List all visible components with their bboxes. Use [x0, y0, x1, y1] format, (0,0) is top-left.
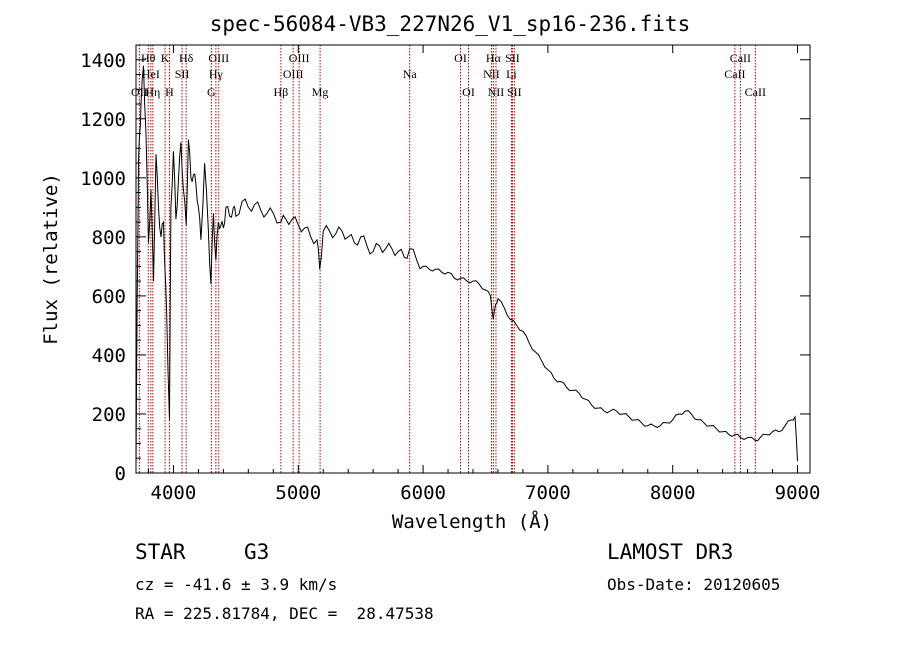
- line-label-12: OIII: [289, 51, 310, 65]
- object-subclass: G3: [244, 540, 270, 564]
- line-label-14: Mg: [312, 85, 329, 99]
- y-tick-label-4: 800: [92, 227, 126, 249]
- line-label-13: OIII: [283, 67, 304, 81]
- observation-date: Obs-Date: 20120605: [607, 575, 781, 594]
- y-tick-label-7: 1400: [80, 50, 126, 72]
- chart-title: spec-56084-VB3_227N26_V1_sp16-236.fits: [209, 12, 691, 36]
- line-label-1: Hθ: [141, 51, 156, 65]
- x-tick-label-0: 4000: [151, 482, 197, 504]
- line-label-22: NII: [488, 85, 505, 99]
- line-label-16: OI: [454, 51, 467, 65]
- line-label-11: Hβ: [274, 85, 289, 99]
- line-label-26: CaII: [745, 85, 766, 99]
- y-axis-label: Flux (relative): [40, 173, 62, 345]
- object-class: STAR: [135, 540, 186, 564]
- x-axis-ticks: 4000 5000 6000 7000 8000 9000: [147, 45, 821, 504]
- spectral-line-markers: [138, 45, 756, 473]
- line-label-7: Hδ: [179, 51, 194, 65]
- line-label-8: OIII: [208, 51, 229, 65]
- line-label-18: Hα: [486, 51, 502, 65]
- line-label-4: K: [161, 51, 170, 65]
- y-axis-ticks: 0 200 400 600 800 1000 1200 1400: [80, 50, 810, 485]
- line-label-2: HeI: [142, 67, 160, 81]
- line-label-5: SII: [175, 67, 190, 81]
- line-label-21: Li: [506, 67, 517, 81]
- x-axis-label: Wavelength (Å): [392, 510, 552, 533]
- line-label-3: Hη: [145, 85, 160, 99]
- y-tick-label-5: 1000: [80, 168, 126, 190]
- x-tick-label-2: 6000: [400, 482, 446, 504]
- redshift-value: cz = -41.6 ± 3.9 km/s: [135, 575, 338, 594]
- line-label-0: OII: [131, 85, 148, 99]
- y-tick-label-1: 200: [92, 404, 126, 426]
- x-tick-label-3: 7000: [525, 482, 571, 504]
- y-tick-label-0: 0: [115, 463, 126, 485]
- line-label-19: SII: [505, 51, 520, 65]
- coordinates: RA = 225.81784, DEC = 28.47538: [135, 604, 434, 623]
- y-tick-label-3: 600: [92, 286, 126, 308]
- y-tick-label-6: 1200: [80, 109, 126, 131]
- x-tick-label-4: 8000: [650, 482, 696, 504]
- x-tick-label-1: 5000: [275, 482, 321, 504]
- y-tick-label-2: 400: [92, 345, 126, 367]
- line-label-15: Na: [403, 67, 418, 81]
- line-label-25: CaII: [724, 67, 745, 81]
- line-label-23: SII: [507, 85, 522, 99]
- x-tick-label-5: 9000: [775, 482, 821, 504]
- survey-name: LAMOST DR3: [607, 540, 734, 564]
- line-label-20: NII: [483, 67, 500, 81]
- flux-series-line: [135, 65, 798, 468]
- line-label-17: OI: [462, 85, 475, 99]
- line-label-24: CaII: [730, 51, 751, 65]
- line-label-6: H: [165, 85, 174, 99]
- line-label-10: G: [207, 85, 216, 99]
- line-label-9: Hγ: [209, 67, 224, 81]
- plot-frame: [135, 44, 811, 474]
